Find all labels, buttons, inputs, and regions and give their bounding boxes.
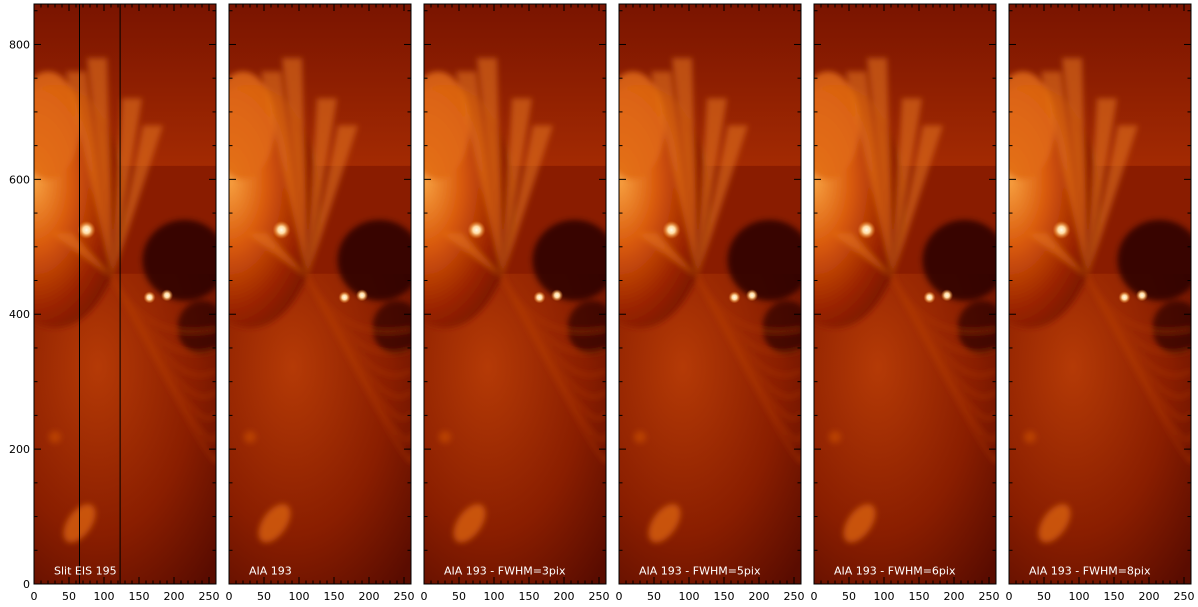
solar-image — [34, 4, 216, 584]
x-tick-label: 150 — [129, 590, 150, 603]
image-panel-6: 0 50 100 150 200 250 AIA 193 - FWHM=8pix — [1006, 3, 1195, 603]
solar-image — [814, 4, 996, 584]
image-panel-3: 0 50 100 150 200 250 AIA 193 - FWHM=3pix — [421, 3, 610, 603]
x-tick-label: 200 — [554, 590, 575, 603]
x-tick-label: 200 — [164, 590, 185, 603]
image-panel-2: 0 50 100 150 200 250 AIA 193 — [226, 3, 415, 603]
panel-label: AIA 193 - FWHM=6pix — [834, 565, 956, 578]
x-tick-label: 50 — [842, 590, 856, 603]
x-tick-label: 0 — [31, 590, 38, 603]
x-tick-label: 50 — [647, 590, 661, 603]
x-tick-label: 100 — [94, 590, 115, 603]
x-tick-label: 250 — [199, 590, 220, 603]
x-tick-label: 250 — [589, 590, 610, 603]
x-tick-label: 200 — [359, 590, 380, 603]
solar-image — [1009, 4, 1191, 584]
solar-image — [619, 4, 801, 584]
x-tick-label: 100 — [679, 590, 700, 603]
y-tick-label: 200 — [9, 443, 30, 456]
x-tick-label: 100 — [289, 590, 310, 603]
panel-label: AIA 193 — [249, 565, 292, 578]
panel-label: AIA 193 - FWHM=5pix — [639, 565, 761, 578]
x-tick-label: 250 — [979, 590, 1000, 603]
x-tick-label: 200 — [1139, 590, 1160, 603]
x-tick-label: 0 — [226, 590, 233, 603]
x-tick-label: 50 — [257, 590, 271, 603]
x-tick-label: 200 — [944, 590, 965, 603]
image-panel-1: 0 50 100 150 200 250 Slit EIS 195 — [31, 3, 220, 603]
solar-image — [229, 4, 411, 584]
x-tick-label: 0 — [811, 590, 818, 603]
solar-image — [424, 4, 606, 584]
x-tick-label: 0 — [421, 590, 428, 603]
x-tick-label: 150 — [324, 590, 345, 603]
y-tick-label: 600 — [9, 173, 30, 186]
x-tick-label: 250 — [784, 590, 805, 603]
x-tick-label: 100 — [484, 590, 505, 603]
x-tick-label: 50 — [1037, 590, 1051, 603]
y-tick-label: 400 — [9, 308, 30, 321]
panel-label: Slit EIS 195 — [54, 565, 117, 578]
y-tick-label: 800 — [9, 38, 30, 51]
x-tick-label: 250 — [394, 590, 415, 603]
x-tick-label: 0 — [616, 590, 623, 603]
panel-label: AIA 193 - FWHM=3pix — [444, 565, 566, 578]
image-panel-5: 0 50 100 150 200 250 AIA 193 - FWHM=6pix — [811, 3, 1000, 603]
x-tick-label: 250 — [1174, 590, 1195, 603]
image-panel-4: 0 50 100 150 200 250 AIA 193 - FWHM=5pix — [616, 3, 805, 603]
panels-container: 0 50 100 150 200 250 Slit EIS 195 0 50 100 150 200 2… — [9, 3, 1195, 603]
panel-label: AIA 193 - FWHM=8pix — [1029, 565, 1151, 578]
x-tick-label: 200 — [749, 590, 770, 603]
x-tick-label: 150 — [1104, 590, 1125, 603]
x-tick-label: 50 — [452, 590, 466, 603]
y-tick-label: 0 — [23, 578, 30, 591]
x-tick-label: 100 — [874, 590, 895, 603]
x-tick-label: 0 — [1006, 590, 1013, 603]
x-tick-label: 150 — [519, 590, 540, 603]
x-tick-label: 150 — [909, 590, 930, 603]
x-tick-label: 100 — [1069, 590, 1090, 603]
x-tick-label: 150 — [714, 590, 735, 603]
x-tick-label: 50 — [62, 590, 76, 603]
